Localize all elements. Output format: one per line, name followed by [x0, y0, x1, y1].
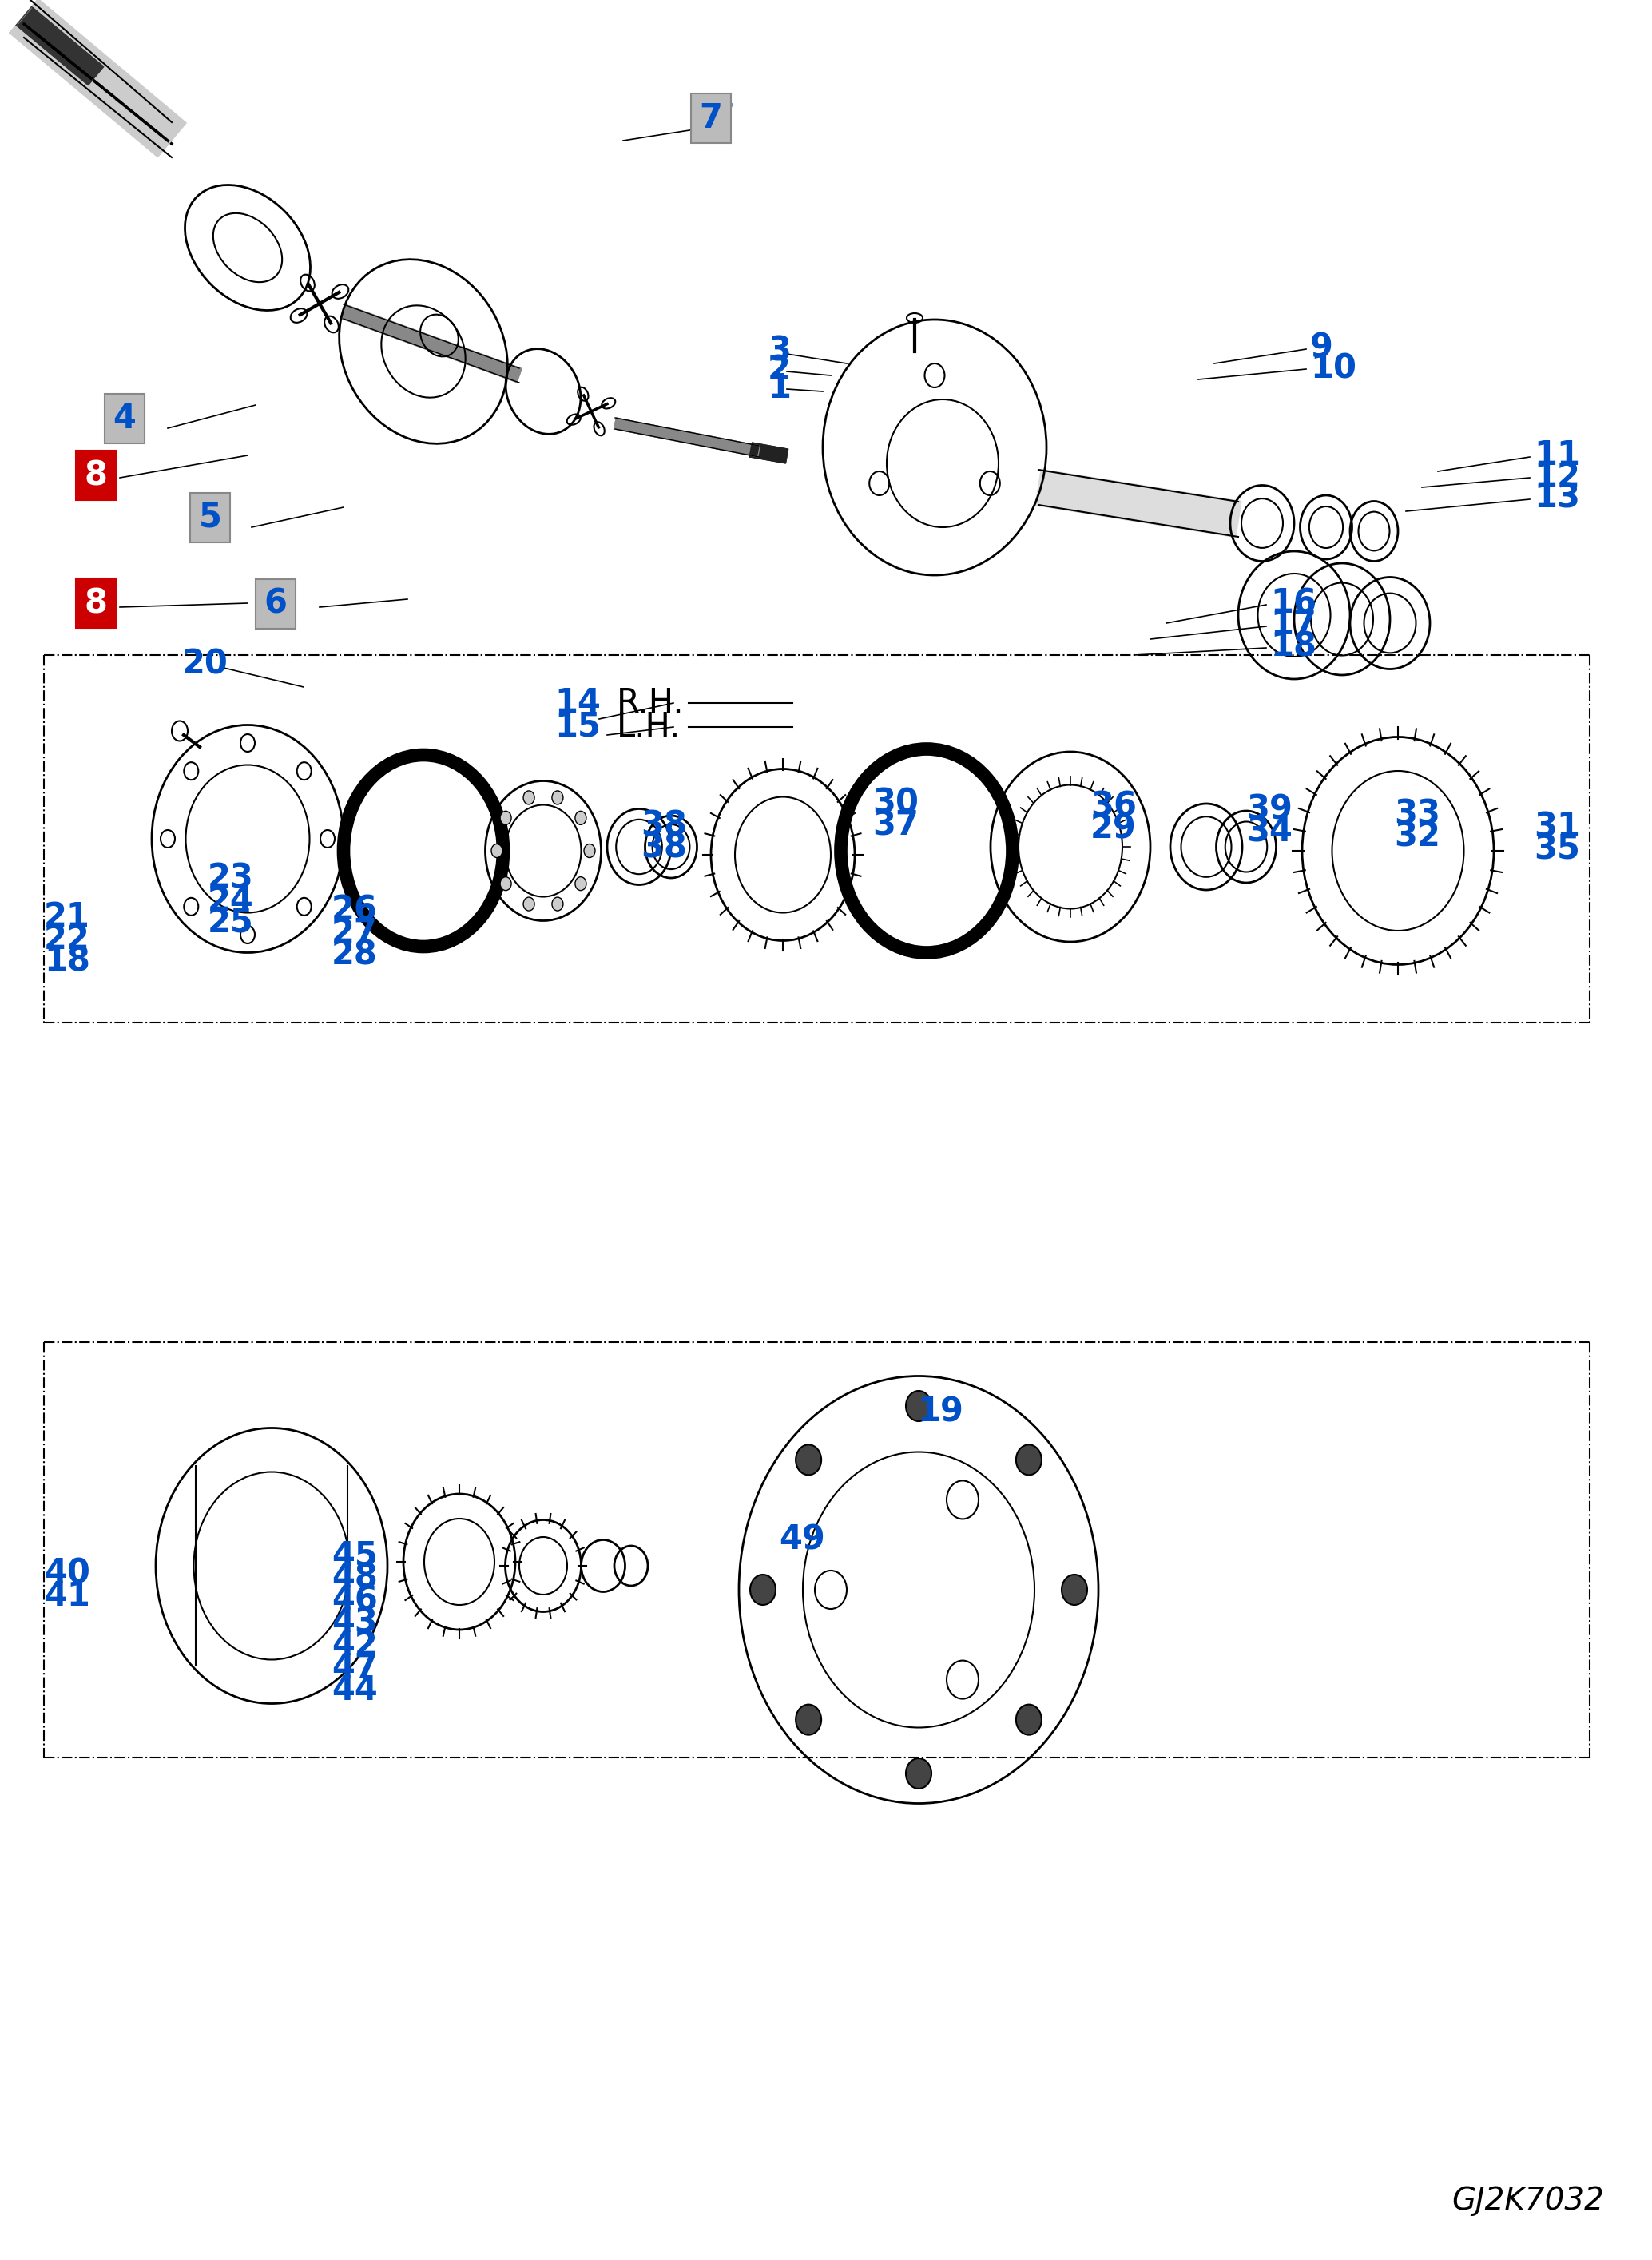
Text: 4: 4	[112, 402, 135, 436]
Text: 18: 18	[1270, 631, 1317, 662]
Text: 23: 23	[208, 861, 254, 895]
Ellipse shape	[524, 791, 535, 805]
Text: 20: 20	[182, 649, 228, 683]
Text: 5: 5	[198, 502, 221, 533]
Text: 14: 14	[555, 687, 601, 719]
Text: 38: 38	[641, 832, 687, 863]
Text: 7: 7	[710, 102, 733, 136]
Text: 39: 39	[1246, 793, 1292, 827]
Ellipse shape	[905, 1390, 932, 1422]
Ellipse shape	[796, 1444, 821, 1476]
Text: 31: 31	[1533, 809, 1579, 843]
Text: 8: 8	[84, 585, 107, 619]
Text: 43: 43	[332, 1607, 378, 1641]
Text: 46: 46	[332, 1584, 378, 1618]
Text: 1: 1	[768, 371, 791, 405]
Ellipse shape	[583, 843, 595, 857]
Text: 48: 48	[332, 1562, 378, 1596]
Ellipse shape	[1016, 1704, 1042, 1736]
Text: 37: 37	[872, 809, 919, 843]
Ellipse shape	[552, 791, 563, 805]
Text: 30: 30	[872, 786, 919, 820]
Text: 15: 15	[555, 710, 601, 744]
Ellipse shape	[796, 1704, 821, 1736]
Ellipse shape	[524, 897, 535, 911]
Text: 24: 24	[208, 884, 254, 918]
Text: 47: 47	[332, 1652, 378, 1684]
Ellipse shape	[575, 877, 586, 890]
Text: 25: 25	[208, 906, 254, 940]
Text: 13: 13	[1533, 481, 1579, 515]
Ellipse shape	[905, 1758, 932, 1788]
Text: 7: 7	[699, 102, 722, 136]
Text: 44: 44	[332, 1675, 378, 1706]
Text: 27: 27	[332, 915, 378, 949]
Text: 6: 6	[264, 588, 287, 622]
Text: 33: 33	[1394, 798, 1441, 832]
Text: GJ2K7032: GJ2K7032	[1452, 2185, 1604, 2217]
Ellipse shape	[501, 811, 512, 825]
Text: 41: 41	[45, 1580, 91, 1614]
Ellipse shape	[1062, 1575, 1087, 1605]
Text: 29: 29	[1090, 811, 1137, 845]
Text: 2: 2	[768, 353, 791, 386]
Polygon shape	[615, 418, 760, 457]
Text: 42: 42	[332, 1629, 378, 1663]
Text: 8: 8	[84, 459, 107, 493]
Text: 12: 12	[1533, 461, 1579, 493]
Polygon shape	[17, 7, 104, 86]
Ellipse shape	[552, 897, 563, 911]
Text: 34: 34	[1246, 816, 1292, 850]
Ellipse shape	[491, 843, 502, 857]
Text: L.H.: L.H.	[616, 710, 681, 744]
Polygon shape	[1036, 470, 1241, 538]
Ellipse shape	[575, 811, 586, 825]
Text: 32: 32	[1394, 820, 1441, 854]
Text: 40: 40	[45, 1557, 91, 1591]
Text: 18: 18	[45, 945, 91, 979]
Text: 9: 9	[1310, 330, 1333, 364]
Text: 45: 45	[332, 1539, 378, 1573]
Text: 21: 21	[45, 899, 91, 933]
Text: 36: 36	[1090, 791, 1137, 823]
Text: 19: 19	[917, 1397, 963, 1428]
Text: 11: 11	[1533, 438, 1579, 472]
Text: 49: 49	[778, 1523, 824, 1557]
Ellipse shape	[501, 877, 512, 890]
Text: 28: 28	[332, 938, 378, 972]
Text: 22: 22	[45, 922, 91, 956]
Polygon shape	[340, 305, 522, 382]
Text: 3: 3	[768, 334, 791, 368]
Polygon shape	[10, 0, 187, 156]
Text: 35: 35	[1533, 832, 1579, 866]
Text: 10: 10	[1310, 353, 1356, 386]
Text: R.H.: R.H.	[616, 687, 684, 719]
Polygon shape	[750, 443, 788, 463]
Text: 26: 26	[332, 895, 378, 927]
Ellipse shape	[1016, 1444, 1042, 1476]
Text: 17: 17	[1270, 608, 1317, 642]
Text: 16: 16	[1270, 585, 1317, 619]
Ellipse shape	[750, 1575, 776, 1605]
Text: 38: 38	[641, 809, 687, 843]
